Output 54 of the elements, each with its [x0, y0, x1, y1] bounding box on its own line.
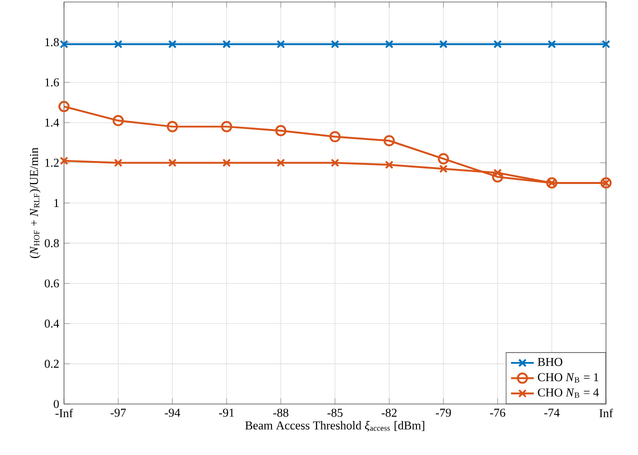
point [439, 164, 448, 174]
y-tick-label: 0.4 [44, 320, 60, 328]
point [112, 114, 124, 126]
point [602, 40, 610, 48]
legend-label: CHO N$_{B}$ = 4 [538, 388, 599, 398]
point [384, 135, 395, 146]
point [114, 158, 122, 168]
x-tick-label: -85 [327, 408, 343, 417]
y-tick-label: 0.6 [44, 279, 59, 288]
point [438, 153, 450, 164]
x-tick-label: -94 [164, 408, 180, 417]
point [168, 40, 177, 48]
y-tick-label: 1.2 [45, 158, 59, 167]
point [275, 125, 286, 136]
y-tick-label: 0.8 [44, 239, 59, 248]
x-tick-label: -74 [544, 408, 560, 417]
point [329, 131, 341, 142]
point [384, 40, 394, 48]
point [168, 158, 177, 168]
point [222, 40, 231, 48]
point [548, 40, 556, 48]
point [276, 158, 286, 168]
point [384, 160, 394, 170]
point [222, 158, 231, 168]
y-axis-title: (N$_{HOF}$ + N$_{RLF}$)/UE/min [30, 148, 40, 258]
point [60, 156, 68, 166]
x-tick-label: -76 [490, 408, 506, 417]
point [221, 121, 232, 132]
x-tick-label: -79 [436, 408, 451, 417]
x-tick-label: -Inf [55, 408, 73, 418]
y-tick-label: 1.6 [45, 78, 59, 86]
point [114, 40, 122, 48]
x-axis-title: Beam Access Threshold ξ$_{access}$ [dBm] [245, 420, 424, 432]
x-tick-label: -88 [273, 408, 288, 417]
point [60, 40, 68, 48]
legend-label: BHO [538, 358, 562, 366]
point [493, 40, 502, 48]
x-tick-label: Inf [599, 408, 613, 418]
point [276, 40, 286, 48]
y-tick-label: 1.8 [45, 38, 59, 46]
x-tick-label: -91 [219, 408, 234, 417]
point [166, 121, 178, 132]
point [439, 40, 448, 48]
x-tick-label: -82 [382, 408, 397, 417]
point [58, 100, 70, 112]
point [330, 158, 340, 168]
point [492, 171, 504, 182]
legend-label: CHO N$_{B}$ = 1 [538, 373, 598, 382]
y-tick-label: 0.2 [44, 360, 59, 368]
y-tick-label: 1 [54, 199, 59, 207]
x-tick-label: -97 [110, 408, 126, 417]
point [330, 40, 340, 48]
y-tick-label: 0 [54, 400, 59, 408]
y-tick-label: 1.4 [45, 118, 60, 127]
